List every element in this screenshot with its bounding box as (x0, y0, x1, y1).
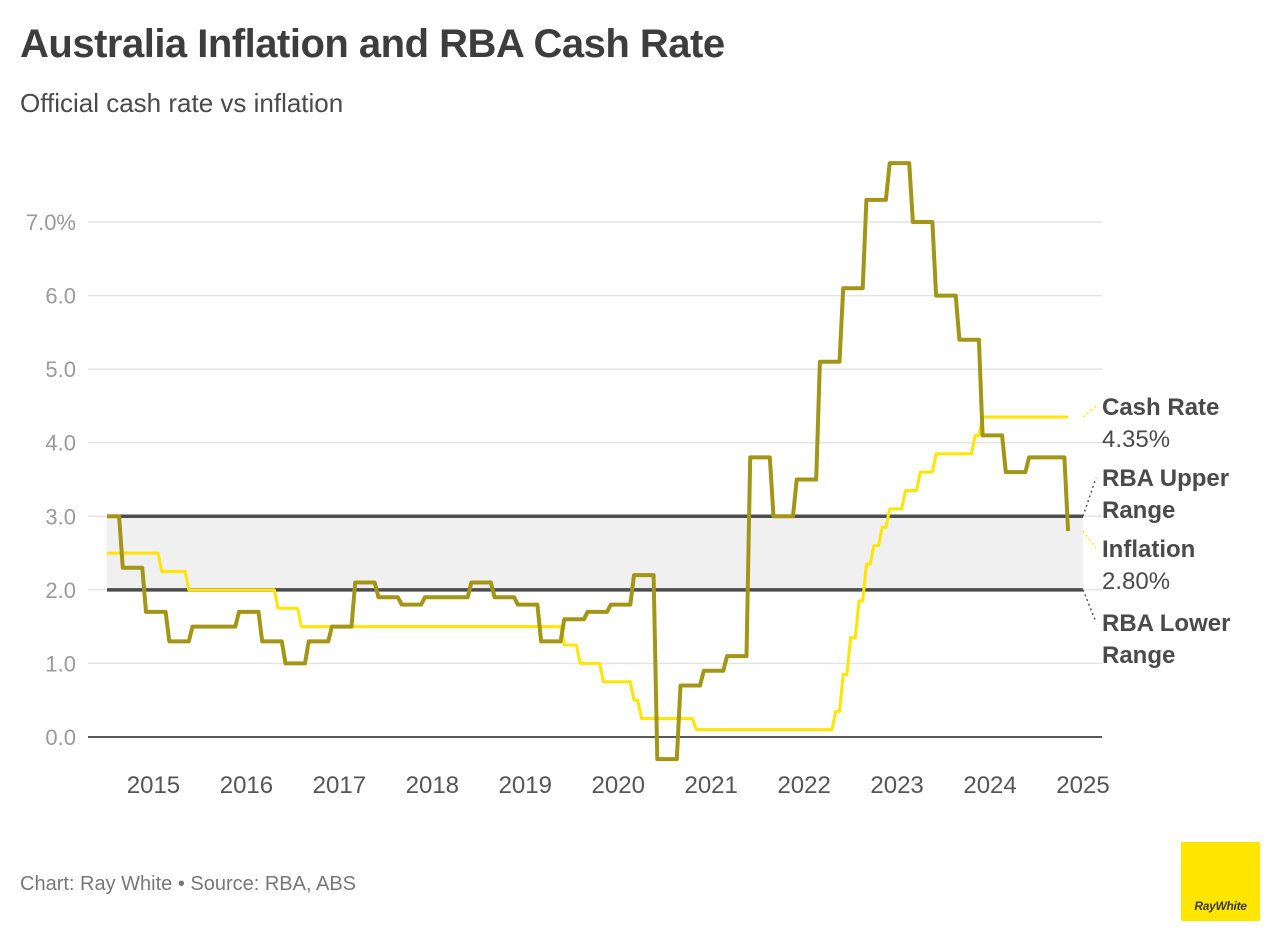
cash-rate-value: 4.35% (1102, 426, 1170, 453)
label-connector (1082, 405, 1097, 418)
x-tick-label: 2016 (220, 772, 273, 799)
x-tick-label: 2021 (684, 772, 737, 799)
y-tick-label: 5.0 (45, 357, 76, 382)
label-connector (1082, 589, 1097, 623)
logo-text: RayWhite (1194, 899, 1247, 913)
y-tick-label: 7.0% (26, 210, 76, 235)
x-tick-label: 2015 (127, 772, 180, 799)
source-note: Chart: Ray White • Source: RBA, ABS (20, 873, 357, 895)
x-tick-label: 2018 (406, 772, 459, 799)
chart-subtitle: Official cash rate vs inflation (20, 88, 344, 118)
inflation-value: 2.80% (1102, 568, 1170, 595)
rba-upper-range-label-line2: Range (1102, 497, 1175, 524)
x-tick-label: 2024 (963, 772, 1016, 799)
y-tick-label: 6.0 (45, 284, 76, 309)
x-tick-label: 2020 (592, 772, 645, 799)
y-axis-ticks: 0.0 1.0 2.0 3.0 4.0 5.0 6.0 7.0% (26, 210, 76, 750)
rba-upper-range-label-line1: RBA Upper (1102, 465, 1229, 492)
x-tick-label: 2019 (499, 772, 552, 799)
x-tick-label: 2017 (313, 772, 366, 799)
rba-lower-range-label-line1: RBA Lower (1102, 610, 1230, 637)
target-range-band (107, 516, 1083, 590)
x-axis-ticks: 2015 2016 2017 2018 2019 2020 2021 2022 2023 2024… (127, 772, 1110, 799)
inflation-label: Inflation (1102, 536, 1195, 563)
y-tick-label: 0.0 (45, 725, 76, 750)
label-connector (1082, 477, 1097, 517)
gridlines (88, 221, 1102, 665)
cash-rate-line (107, 415, 1069, 732)
y-tick-label: 4.0 (45, 431, 76, 456)
x-tick-label: 2022 (777, 772, 830, 799)
x-tick-label: 2025 (1056, 772, 1109, 799)
label-connector (1082, 530, 1097, 549)
rba-lower-range-label-line2: Range (1102, 642, 1175, 669)
y-tick-label: 2.0 (45, 578, 76, 603)
y-tick-label: 3.0 (45, 504, 76, 529)
label-connectors (1082, 405, 1097, 623)
chart-title: Australia Inflation and RBA Cash Rate (20, 22, 725, 66)
x-tick-label: 2023 (870, 772, 923, 799)
inflation-line (107, 161, 1071, 762)
ray-white-logo: RayWhite (1181, 842, 1260, 921)
cash-rate-label: Cash Rate (1102, 394, 1219, 421)
y-tick-label: 1.0 (45, 651, 76, 676)
